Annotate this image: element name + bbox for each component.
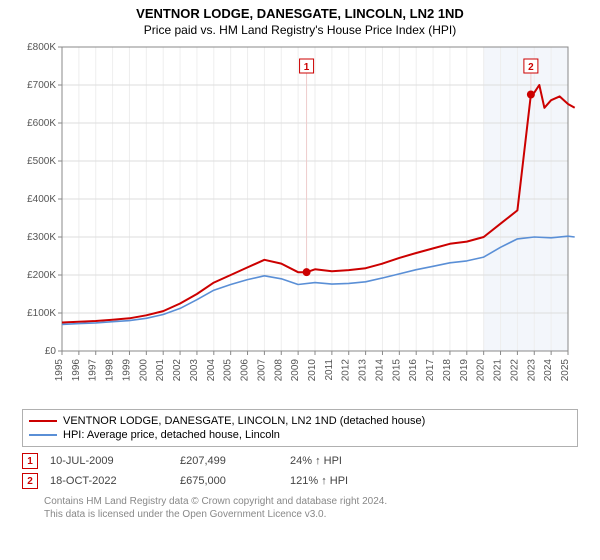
legend-swatch-series2 <box>29 434 57 436</box>
transaction-marker: 2 <box>22 473 38 489</box>
transaction-marker-cell: 1 <box>22 453 50 469</box>
svg-text:2010: 2010 <box>307 359 318 382</box>
svg-text:£500K: £500K <box>27 156 56 167</box>
page-subtitle: Price paid vs. HM Land Registry's House … <box>0 21 600 41</box>
legend-box: VENTNOR LODGE, DANESGATE, LINCOLN, LN2 1… <box>22 409 578 447</box>
svg-text:£800K: £800K <box>27 42 56 53</box>
legend-row-series2: HPI: Average price, detached house, Linc… <box>29 428 571 442</box>
svg-text:2008: 2008 <box>273 359 284 382</box>
legend-label-series1: VENTNOR LODGE, DANESGATE, LINCOLN, LN2 1… <box>63 415 425 427</box>
svg-text:2017: 2017 <box>425 359 436 382</box>
svg-text:2012: 2012 <box>341 359 352 382</box>
svg-text:2016: 2016 <box>408 359 419 382</box>
svg-text:1996: 1996 <box>71 359 82 382</box>
footnote-line2: This data is licensed under the Open Gov… <box>44 508 556 521</box>
chart-container: VENTNOR LODGE, DANESGATE, LINCOLN, LN2 1… <box>0 0 600 560</box>
svg-text:2005: 2005 <box>223 359 234 382</box>
svg-text:2007: 2007 <box>256 359 267 382</box>
svg-text:2001: 2001 <box>155 359 166 382</box>
transaction-price: £207,499 <box>180 455 290 467</box>
legend-swatch-series1 <box>29 420 57 422</box>
svg-text:2003: 2003 <box>189 359 200 382</box>
svg-text:£700K: £700K <box>27 80 56 91</box>
svg-text:1995: 1995 <box>54 359 65 382</box>
transaction-hpi-delta: 121% ↑ HPI <box>290 475 420 487</box>
transaction-marker-cell: 2 <box>22 473 50 489</box>
svg-text:2021: 2021 <box>493 359 504 382</box>
footnote: Contains HM Land Registry data © Crown c… <box>44 495 556 521</box>
svg-text:£100K: £100K <box>27 308 56 319</box>
svg-text:2006: 2006 <box>240 359 251 382</box>
page-title: VENTNOR LODGE, DANESGATE, LINCOLN, LN2 1… <box>0 0 600 21</box>
svg-text:1998: 1998 <box>105 359 116 382</box>
svg-text:2014: 2014 <box>374 359 385 382</box>
transaction-hpi-delta: 24% ↑ HPI <box>290 455 420 467</box>
svg-text:£200K: £200K <box>27 270 56 281</box>
svg-text:2022: 2022 <box>509 359 520 382</box>
legend-and-transactions: VENTNOR LODGE, DANESGATE, LINCOLN, LN2 1… <box>22 409 578 521</box>
svg-text:2: 2 <box>528 62 534 73</box>
svg-text:2013: 2013 <box>358 359 369 382</box>
footnote-line1: Contains HM Land Registry data © Crown c… <box>44 495 556 508</box>
legend-row-series1: VENTNOR LODGE, DANESGATE, LINCOLN, LN2 1… <box>29 414 571 428</box>
svg-text:2025: 2025 <box>560 359 571 382</box>
svg-text:2002: 2002 <box>172 359 183 382</box>
transaction-marker: 1 <box>22 453 38 469</box>
line-chart: £0 £100K £200K £300K £400K £500K £600K £700K £80… <box>18 41 578 401</box>
svg-text:2024: 2024 <box>543 359 554 382</box>
svg-text:2023: 2023 <box>526 359 537 382</box>
svg-text:1999: 1999 <box>121 359 132 382</box>
legend-label-series2: HPI: Average price, detached house, Linc… <box>63 429 280 441</box>
svg-text:2018: 2018 <box>442 359 453 382</box>
svg-text:£0: £0 <box>45 346 57 357</box>
svg-text:1: 1 <box>304 62 310 73</box>
svg-text:2004: 2004 <box>206 359 217 382</box>
transaction-date: 10-JUL-2009 <box>50 455 180 467</box>
svg-text:2009: 2009 <box>290 359 301 382</box>
svg-text:2019: 2019 <box>459 359 470 382</box>
svg-text:2020: 2020 <box>476 359 487 382</box>
svg-text:£300K: £300K <box>27 232 56 243</box>
svg-text:£600K: £600K <box>27 118 56 129</box>
transactions-table: 1 10-JUL-2009£207,49924% ↑ HPI 2 18-OCT-202… <box>22 453 578 489</box>
svg-text:2015: 2015 <box>391 359 402 382</box>
svg-text:£400K: £400K <box>27 194 56 205</box>
transaction-date: 18-OCT-2022 <box>50 475 180 487</box>
svg-text:1997: 1997 <box>88 359 99 382</box>
transaction-price: £675,000 <box>180 475 290 487</box>
svg-text:2000: 2000 <box>138 359 149 382</box>
svg-text:2011: 2011 <box>324 359 335 381</box>
